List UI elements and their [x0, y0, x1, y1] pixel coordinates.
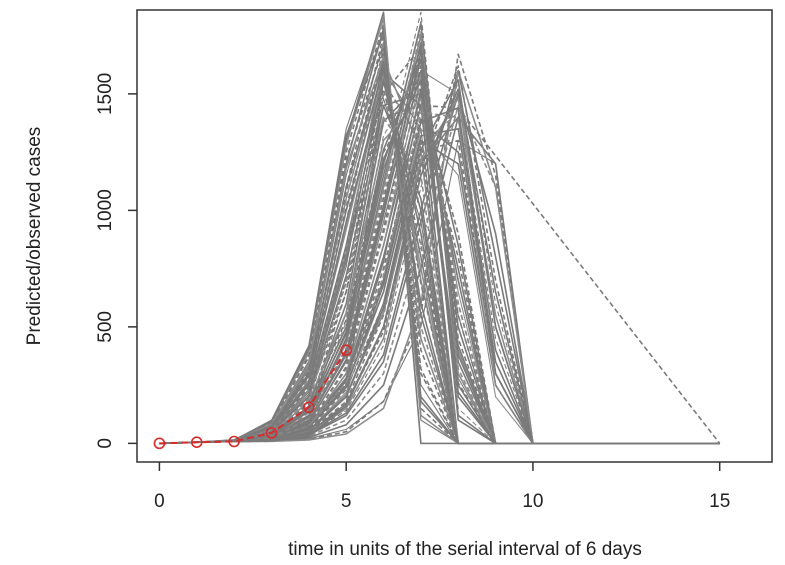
- simulated-series-line: [159, 46, 720, 445]
- observed-point: [303, 401, 315, 414]
- observed-point: [190, 436, 203, 448]
- observed-point: [228, 435, 240, 448]
- plot-frame: [136, 9, 773, 463]
- observed-point: [153, 437, 166, 450]
- simulated-series-line: [159, 65, 720, 445]
- observed-point: [340, 344, 352, 356]
- observed-series: [153, 344, 352, 450]
- x-tick-label: 0: [154, 491, 165, 512]
- simulated-series-line: [159, 81, 720, 445]
- y-axis-title: Predicted/observed cases: [24, 127, 45, 346]
- simulated-series-line: [159, 30, 720, 445]
- x-axis-title: time in units of the serial interval of …: [288, 539, 642, 560]
- simulated-trajectories: [159, 11, 721, 445]
- y-tick-label: 1500: [95, 73, 116, 115]
- y-tick-label: 1000: [95, 189, 116, 231]
- axes: 0 5 10 15 0 500 1000 1500: [95, 9, 773, 512]
- observed-series-line: [159, 349, 348, 445]
- simulated-series-line: [159, 88, 720, 445]
- x-tick-label: 15: [709, 491, 730, 512]
- x-tick-label: 10: [522, 491, 543, 512]
- x-tick-label: 5: [341, 491, 352, 512]
- y-tick-label: 500: [95, 311, 116, 343]
- y-tick-label: 0: [95, 438, 116, 449]
- observed-point: [265, 427, 278, 439]
